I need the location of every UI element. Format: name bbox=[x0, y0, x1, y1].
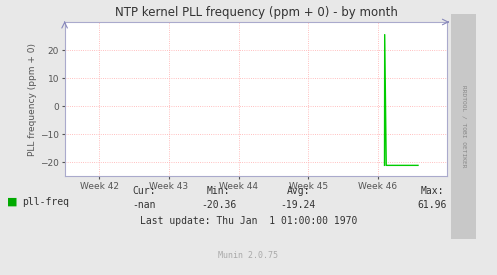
Text: pll-freq: pll-freq bbox=[22, 197, 70, 207]
Text: Max:: Max: bbox=[420, 186, 444, 196]
Y-axis label: PLL frequency (ppm + 0): PLL frequency (ppm + 0) bbox=[28, 43, 37, 155]
Text: Last update: Thu Jan  1 01:00:00 1970: Last update: Thu Jan 1 01:00:00 1970 bbox=[140, 216, 357, 226]
Text: -19.24: -19.24 bbox=[281, 200, 316, 210]
Title: NTP kernel PLL frequency (ppm + 0) - by month: NTP kernel PLL frequency (ppm + 0) - by … bbox=[114, 6, 398, 20]
Text: Cur:: Cur: bbox=[132, 186, 156, 196]
Text: ■: ■ bbox=[7, 197, 18, 207]
Text: -nan: -nan bbox=[132, 200, 156, 210]
Text: Avg:: Avg: bbox=[286, 186, 310, 196]
Text: -20.36: -20.36 bbox=[201, 200, 236, 210]
Text: 61.96: 61.96 bbox=[417, 200, 447, 210]
Text: Munin 2.0.75: Munin 2.0.75 bbox=[219, 252, 278, 260]
Text: RRDTOOL / TOBI OETIKER: RRDTOOL / TOBI OETIKER bbox=[461, 85, 466, 168]
Text: Min:: Min: bbox=[207, 186, 231, 196]
